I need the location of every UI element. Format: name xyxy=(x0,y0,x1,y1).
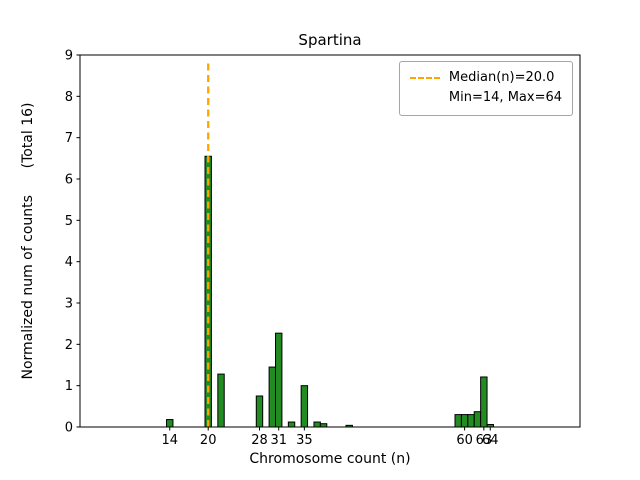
histogram-bar xyxy=(454,414,462,428)
y-tick-label: 5 xyxy=(65,214,73,229)
legend: Median(n)=20.0 Min=14, Max=64 xyxy=(398,61,573,116)
x-axis-label: Chromosome count (n) xyxy=(249,451,411,467)
histogram-bar xyxy=(287,421,296,428)
legend-median-label: Median(n)=20.0 xyxy=(448,70,555,85)
histogram-bar xyxy=(275,332,283,428)
histogram-bar xyxy=(480,376,488,428)
histogram-bar xyxy=(255,395,264,428)
histogram-bar xyxy=(473,411,482,428)
legend-entry-minmax: Min=14, Max=64 xyxy=(449,88,562,108)
y-tick-label: 4 xyxy=(65,255,73,270)
y-axis-label: Normalized num of counts (Total 16) xyxy=(20,102,36,380)
x-tick-label: 14 xyxy=(161,433,178,448)
y-tick-label: 2 xyxy=(65,338,73,353)
x-tick-label: 35 xyxy=(296,433,313,448)
histogram-bar xyxy=(166,419,174,428)
median-dashed-line-icon xyxy=(409,77,440,79)
x-tick-label: 60 xyxy=(456,433,473,448)
x-tick-label: 20 xyxy=(200,433,217,448)
y-tick-label: 6 xyxy=(65,173,73,188)
x-tick-label: 63 xyxy=(476,433,493,448)
chart-title: Spartina xyxy=(298,31,362,49)
x-tick-label: 31 xyxy=(270,433,287,448)
legend-entry-median: Median(n)=20.0 xyxy=(409,68,562,88)
histogram-bar xyxy=(217,373,225,428)
y-tick-label: 1 xyxy=(65,379,73,394)
histogram-bar xyxy=(300,385,309,428)
histogram-bar xyxy=(313,421,321,428)
legend-minmax-label: Min=14, Max=64 xyxy=(448,90,562,105)
y-tick-label: 3 xyxy=(65,297,73,312)
histogram-bar xyxy=(460,414,469,428)
histogram-bar xyxy=(268,366,277,428)
histogram-bar xyxy=(467,414,475,428)
y-tick-label: 9 xyxy=(65,49,73,64)
y-tick-label: 8 xyxy=(65,90,73,105)
y-tick-label: 7 xyxy=(65,131,73,146)
x-tick-label: 28 xyxy=(251,433,268,448)
y-tick-label: 0 xyxy=(65,421,73,436)
x-tick-label: 64 xyxy=(482,433,499,448)
axes-frame xyxy=(79,54,581,428)
